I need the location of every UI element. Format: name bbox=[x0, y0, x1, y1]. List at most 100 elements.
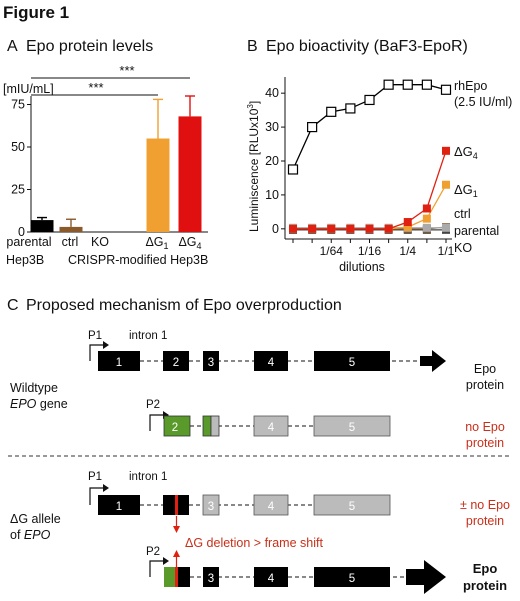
bar-1 bbox=[59, 226, 83, 232]
exon-5-grey bbox=[313, 494, 391, 516]
exon-5-grey bbox=[313, 415, 391, 437]
y-tick-label: 20 bbox=[265, 154, 279, 168]
category-label-ko: KO bbox=[91, 235, 109, 249]
exon-3 bbox=[203, 567, 219, 587]
data-point bbox=[365, 224, 374, 233]
data-point bbox=[422, 223, 431, 232]
series-label-parental: parental bbox=[454, 224, 499, 238]
data-point bbox=[287, 164, 299, 175]
output-wt2-line2: protein bbox=[466, 436, 504, 450]
exon-2-black bbox=[178, 567, 190, 587]
up-arrow-icon bbox=[173, 550, 180, 557]
wildtype-label: Wildtype bbox=[10, 381, 58, 395]
y-tick-label: 10 bbox=[265, 188, 279, 202]
exon-4 bbox=[254, 567, 288, 587]
exon-3-grey bbox=[202, 494, 220, 516]
exon-4-label: 4 bbox=[268, 501, 275, 513]
output-wt1-line1: Epo bbox=[474, 362, 496, 376]
data-point bbox=[308, 224, 317, 233]
deletion-mark bbox=[175, 495, 178, 515]
promoter-arrowhead-icon bbox=[163, 557, 169, 565]
data-point bbox=[345, 103, 356, 114]
promoter-label-p2: P2 bbox=[146, 399, 160, 411]
promoter-arrow-icon bbox=[89, 344, 106, 361]
data-point bbox=[364, 94, 375, 106]
exon-1-label: 1 bbox=[116, 357, 122, 369]
y-tick-label: 0 bbox=[272, 222, 279, 236]
panel-a-title: Epo protein levels bbox=[26, 38, 153, 55]
promoter-arrowhead-icon bbox=[103, 341, 109, 349]
gene-row-dg-p1: P1 intron 1 1 3 4 5 ± no Epo protein ΔG … bbox=[88, 471, 510, 571]
bar-0 bbox=[30, 220, 54, 232]
exon-3 bbox=[203, 351, 219, 371]
panel-c-title: Proposed mechanism of Epo overproduction bbox=[26, 297, 342, 314]
output-arrow-large-icon bbox=[406, 560, 446, 594]
exon-3-label: 3 bbox=[208, 501, 214, 513]
panel-a-letter: A bbox=[7, 38, 18, 55]
data-point bbox=[422, 214, 431, 223]
x-tick-label: 1/16 bbox=[358, 244, 382, 258]
y-tick-label: 50 bbox=[11, 140, 25, 154]
intron-label: intron 1 bbox=[129, 330, 167, 342]
output-dg2-line2: protein bbox=[463, 578, 507, 593]
data-point bbox=[402, 79, 413, 90]
data-point bbox=[383, 79, 394, 90]
exon-5-label: 5 bbox=[349, 357, 355, 369]
figure-title: Figure 1 bbox=[3, 3, 69, 22]
bar-4 bbox=[178, 116, 202, 232]
panel-b-letter: B bbox=[247, 38, 258, 55]
data-point bbox=[346, 224, 355, 233]
data-point bbox=[307, 121, 318, 133]
x-tick-label: 1/1 bbox=[438, 244, 455, 258]
dg-allele-label: ΔG allele bbox=[10, 512, 61, 526]
series-label-dg1: ΔG1 bbox=[454, 182, 478, 199]
series-label-rhepo: rhEpo bbox=[454, 79, 487, 93]
promoter-label-p2: P2 bbox=[146, 546, 160, 558]
exon-4-label: 4 bbox=[268, 422, 275, 434]
data-point bbox=[442, 146, 450, 155]
exon-4 bbox=[254, 351, 288, 371]
exon-3-label: 3 bbox=[208, 357, 214, 369]
promoter-label-p1: P1 bbox=[88, 471, 102, 483]
y-tick-label: 30 bbox=[265, 120, 279, 134]
gene-row-wt-p2: P2 2 4 5 no Epo protein bbox=[146, 399, 505, 450]
output-dg1-line2: protein bbox=[466, 514, 504, 528]
x-tick-label: 1/64 bbox=[320, 244, 344, 258]
exon-4-grey bbox=[253, 494, 289, 516]
gene-row-dg-p2: P2 3 4 5 Epo protein bbox=[146, 546, 507, 594]
panel-b-lines bbox=[287, 79, 452, 234]
panel-b-title: Epo bioactivity (BaF3-EpoR) bbox=[266, 38, 468, 55]
exon-3-grey bbox=[210, 415, 220, 437]
sig-label-dg1: *** bbox=[88, 80, 103, 95]
data-point bbox=[440, 84, 452, 95]
deletion-mark bbox=[175, 567, 178, 587]
exon-4-grey bbox=[253, 415, 289, 437]
panel-b-axes: 0 10 20 30 40 1/64 1/16 1/4 1/1 bbox=[265, 77, 455, 258]
exon-2 bbox=[163, 351, 189, 371]
exon-5-label: 5 bbox=[349, 573, 355, 585]
group-label-hep3b: Hep3B bbox=[6, 253, 44, 267]
exon-5 bbox=[314, 567, 390, 587]
wildtype-gene-label: EPO gene bbox=[10, 397, 68, 411]
exon-1 bbox=[98, 495, 140, 515]
exon-5-label: 5 bbox=[349, 501, 355, 513]
category-label-dg4: ΔG4 bbox=[178, 235, 201, 251]
data-point bbox=[326, 106, 337, 117]
promoter-arrow-icon bbox=[89, 487, 106, 505]
down-arrow-icon bbox=[173, 526, 180, 533]
series-label-ko: KO bbox=[454, 241, 472, 255]
exon-2-label: 2 bbox=[172, 422, 178, 434]
promoter-arrowhead-icon bbox=[103, 484, 109, 492]
panel-a-bars bbox=[30, 95, 202, 232]
output-arrow-icon bbox=[420, 350, 446, 372]
data-point bbox=[289, 224, 297, 233]
data-point bbox=[327, 224, 336, 233]
data-point bbox=[403, 218, 412, 227]
exon-4-label: 4 bbox=[268, 357, 275, 369]
bar-3 bbox=[146, 138, 170, 232]
output-dg2-line1: Epo bbox=[473, 561, 498, 576]
intron-label: intron 1 bbox=[129, 471, 167, 483]
panel-a-axes: 0 25 50 75 bbox=[11, 77, 208, 239]
panel-c-letter: C bbox=[7, 297, 19, 314]
